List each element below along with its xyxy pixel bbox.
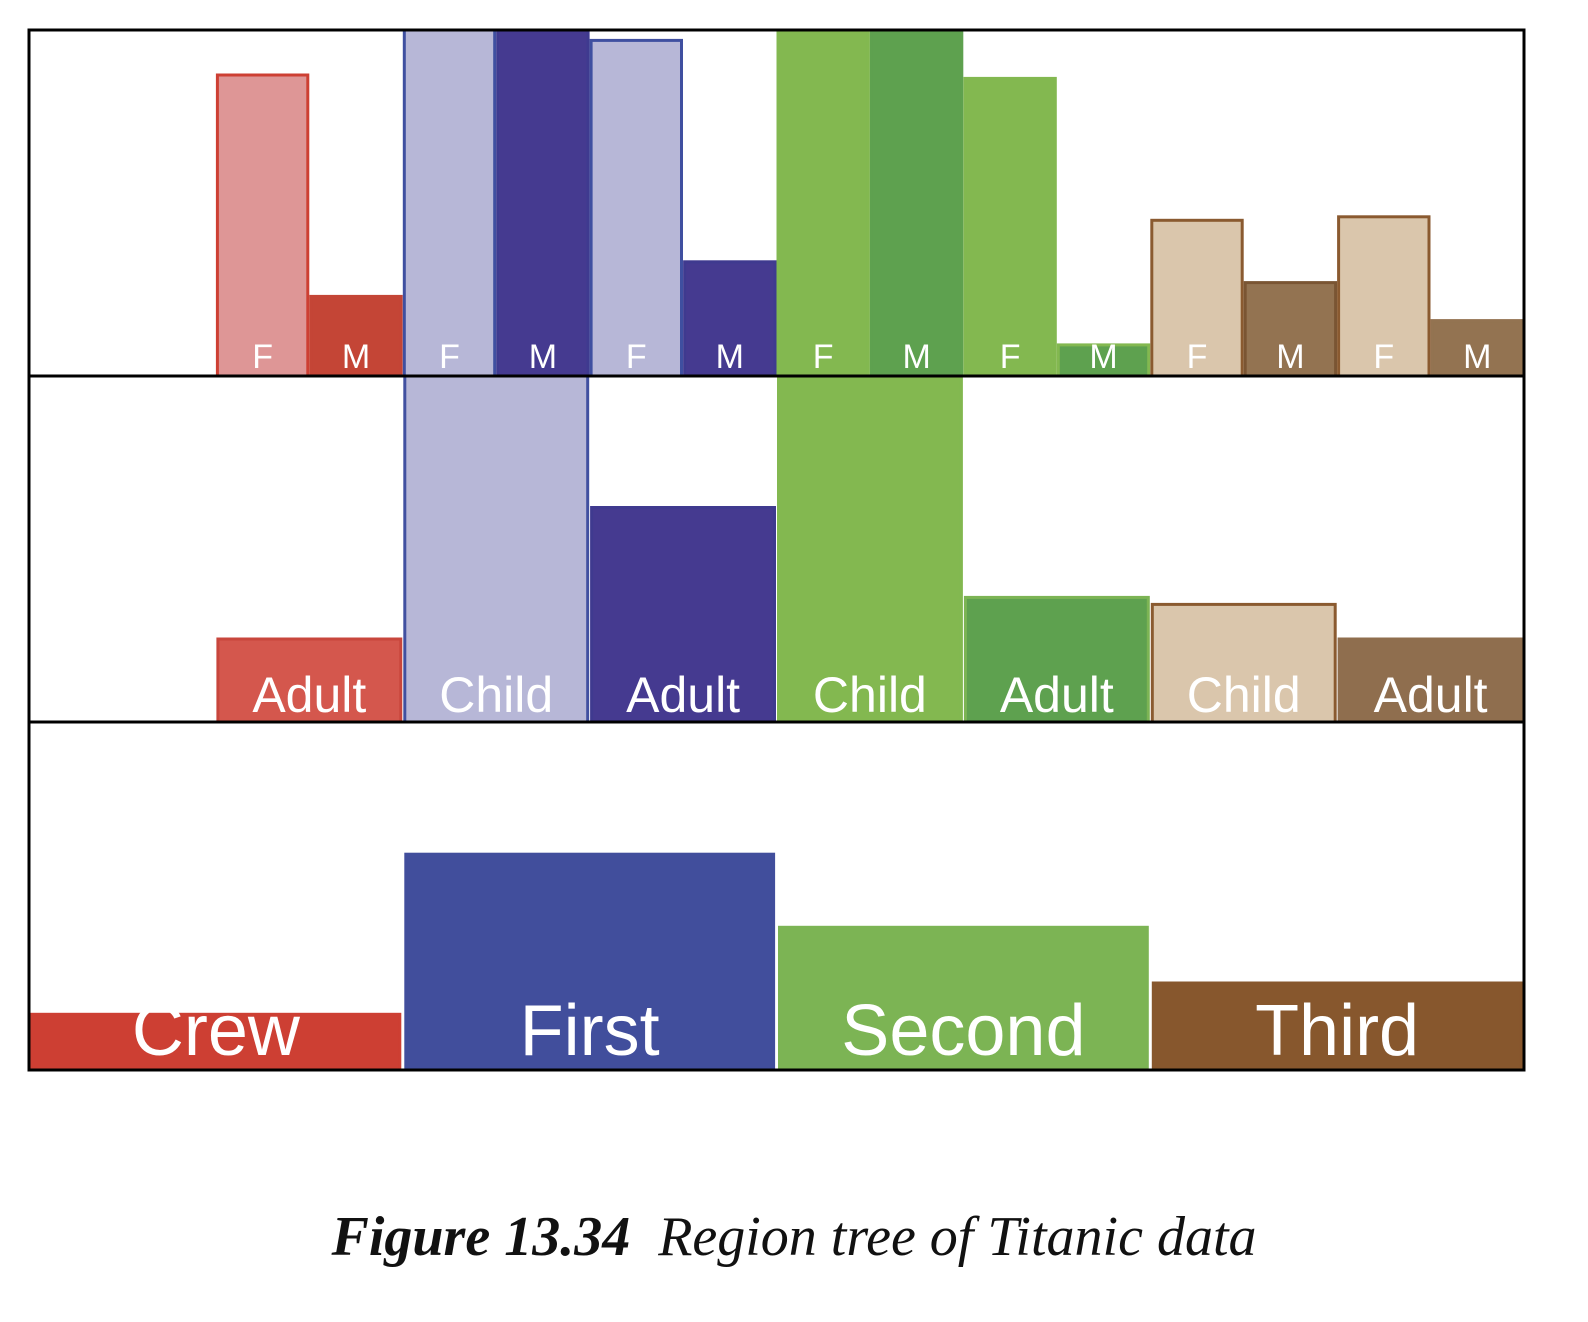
sex-bar-14 — [1337, 215, 1431, 378]
chart-border — [27, 28, 1526, 1072]
class-bar-label-1: First — [520, 991, 660, 1071]
sex-bar-2 — [215, 73, 310, 378]
sex-bar-10 — [963, 76, 1057, 378]
sex-bar-label-9: M — [903, 338, 931, 376]
figure-caption-text: Region tree of Titanic data — [658, 1206, 1257, 1268]
sex-bar-label-7: M — [716, 338, 744, 376]
sex-bar-label-13: M — [1276, 338, 1304, 376]
sex-bar-label-5: M — [529, 338, 557, 376]
sex-bar-label-14: F — [1373, 338, 1394, 376]
figure-caption: Figure 13.34 Region tree of Titanic data — [0, 1205, 1588, 1269]
sex-bar-label-12: F — [1187, 338, 1208, 376]
age-bar-label-7: Adult — [1374, 667, 1488, 723]
sex-bar-label-15: M — [1463, 338, 1491, 376]
sex-bar-label-2: F — [252, 338, 273, 376]
sex-bar-6 — [589, 38, 683, 378]
sex-bar-4 — [402, 28, 497, 378]
class-bar-3 — [1151, 981, 1523, 1072]
figure-number: Figure 13.34 — [331, 1206, 631, 1268]
age-bar-3 — [590, 506, 776, 724]
age-bar-label-4: Child — [813, 667, 927, 723]
age-bar-label-1: Adult — [252, 667, 366, 723]
bars-layer: Crew First Second Third Adult Child Adult Child… — [30, 28, 1524, 1072]
age-bar-label-2: Child — [439, 667, 553, 723]
sex-bar-8 — [776, 28, 870, 378]
region-tree-chart: Crew First Second Third Adult Child Adult Child… — [27, 28, 1526, 1072]
sex-bar-label-6: F — [626, 338, 647, 376]
class-bar-label-2: Second — [841, 991, 1085, 1071]
age-bar-2 — [403, 374, 590, 724]
sex-bar-label-3: M — [342, 338, 370, 376]
age-bar-5 — [963, 595, 1150, 724]
sex-bar-3 — [309, 294, 403, 378]
class-bar-label-3: Third — [1255, 991, 1419, 1071]
chart-frame — [27, 28, 1526, 1072]
class-bar-1 — [404, 852, 776, 1072]
age-bar-4 — [777, 374, 963, 724]
sex-bar-label-10: F — [1000, 338, 1021, 376]
age-bar-6 — [1150, 602, 1337, 724]
sex-bar-label-8: F — [813, 338, 834, 376]
age-bar-label-6: Child — [1187, 667, 1301, 723]
class-bar-0 — [30, 1012, 402, 1072]
class-bar-label-0: Crew — [132, 991, 301, 1071]
sex-bar-label-11: M — [1089, 338, 1117, 376]
sex-bar-7 — [683, 260, 777, 378]
age-bar-label-5: Adult — [1000, 667, 1114, 723]
sex-bar-9 — [869, 28, 964, 378]
sex-bar-13 — [1243, 281, 1338, 378]
sex-bar-label-4: F — [439, 338, 460, 376]
age-bar-label-3: Adult — [626, 667, 740, 723]
age-bar-7 — [1337, 637, 1524, 724]
sex-bar-5 — [496, 28, 590, 378]
